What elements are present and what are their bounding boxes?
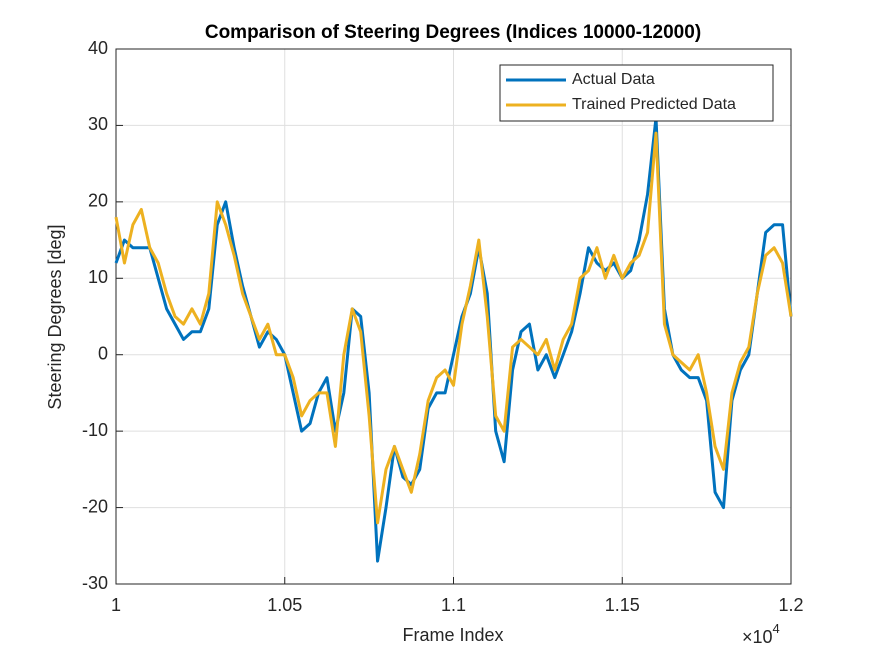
y-tick-label: -20: [82, 496, 108, 516]
x-tick-label: 1.05: [267, 595, 302, 615]
y-axis-label: Steering Degrees [deg]: [45, 224, 65, 409]
y-tick-label: -30: [82, 573, 108, 593]
chart-title: Comparison of Steering Degrees (Indices …: [205, 22, 701, 43]
x-tick-label: 1.1: [441, 595, 466, 615]
data-line: [114, 131, 793, 525]
y-tick-label: 20: [88, 191, 108, 211]
x-axis-label: Frame Index: [402, 625, 503, 645]
y-tick-label: -10: [82, 420, 108, 440]
legend-label: Trained Predicted Data: [572, 96, 736, 113]
x-exponent-power: 4: [773, 621, 780, 636]
y-tick-label: 10: [88, 267, 108, 287]
x-tick-label: 1.2: [778, 595, 803, 615]
legend-label: Actual Data: [572, 71, 655, 88]
x-exponent: ×104: [742, 621, 780, 646]
y-tick-label: 30: [88, 114, 108, 134]
x-tick-label: 1: [111, 595, 121, 615]
y-tick-label: 40: [88, 38, 108, 58]
legend-box: [499, 64, 774, 122]
x-tick-label: 1.15: [605, 595, 640, 615]
x-exponent-base: ×10: [742, 627, 773, 647]
y-tick-label: 0: [98, 343, 108, 363]
data-line: [114, 116, 793, 563]
